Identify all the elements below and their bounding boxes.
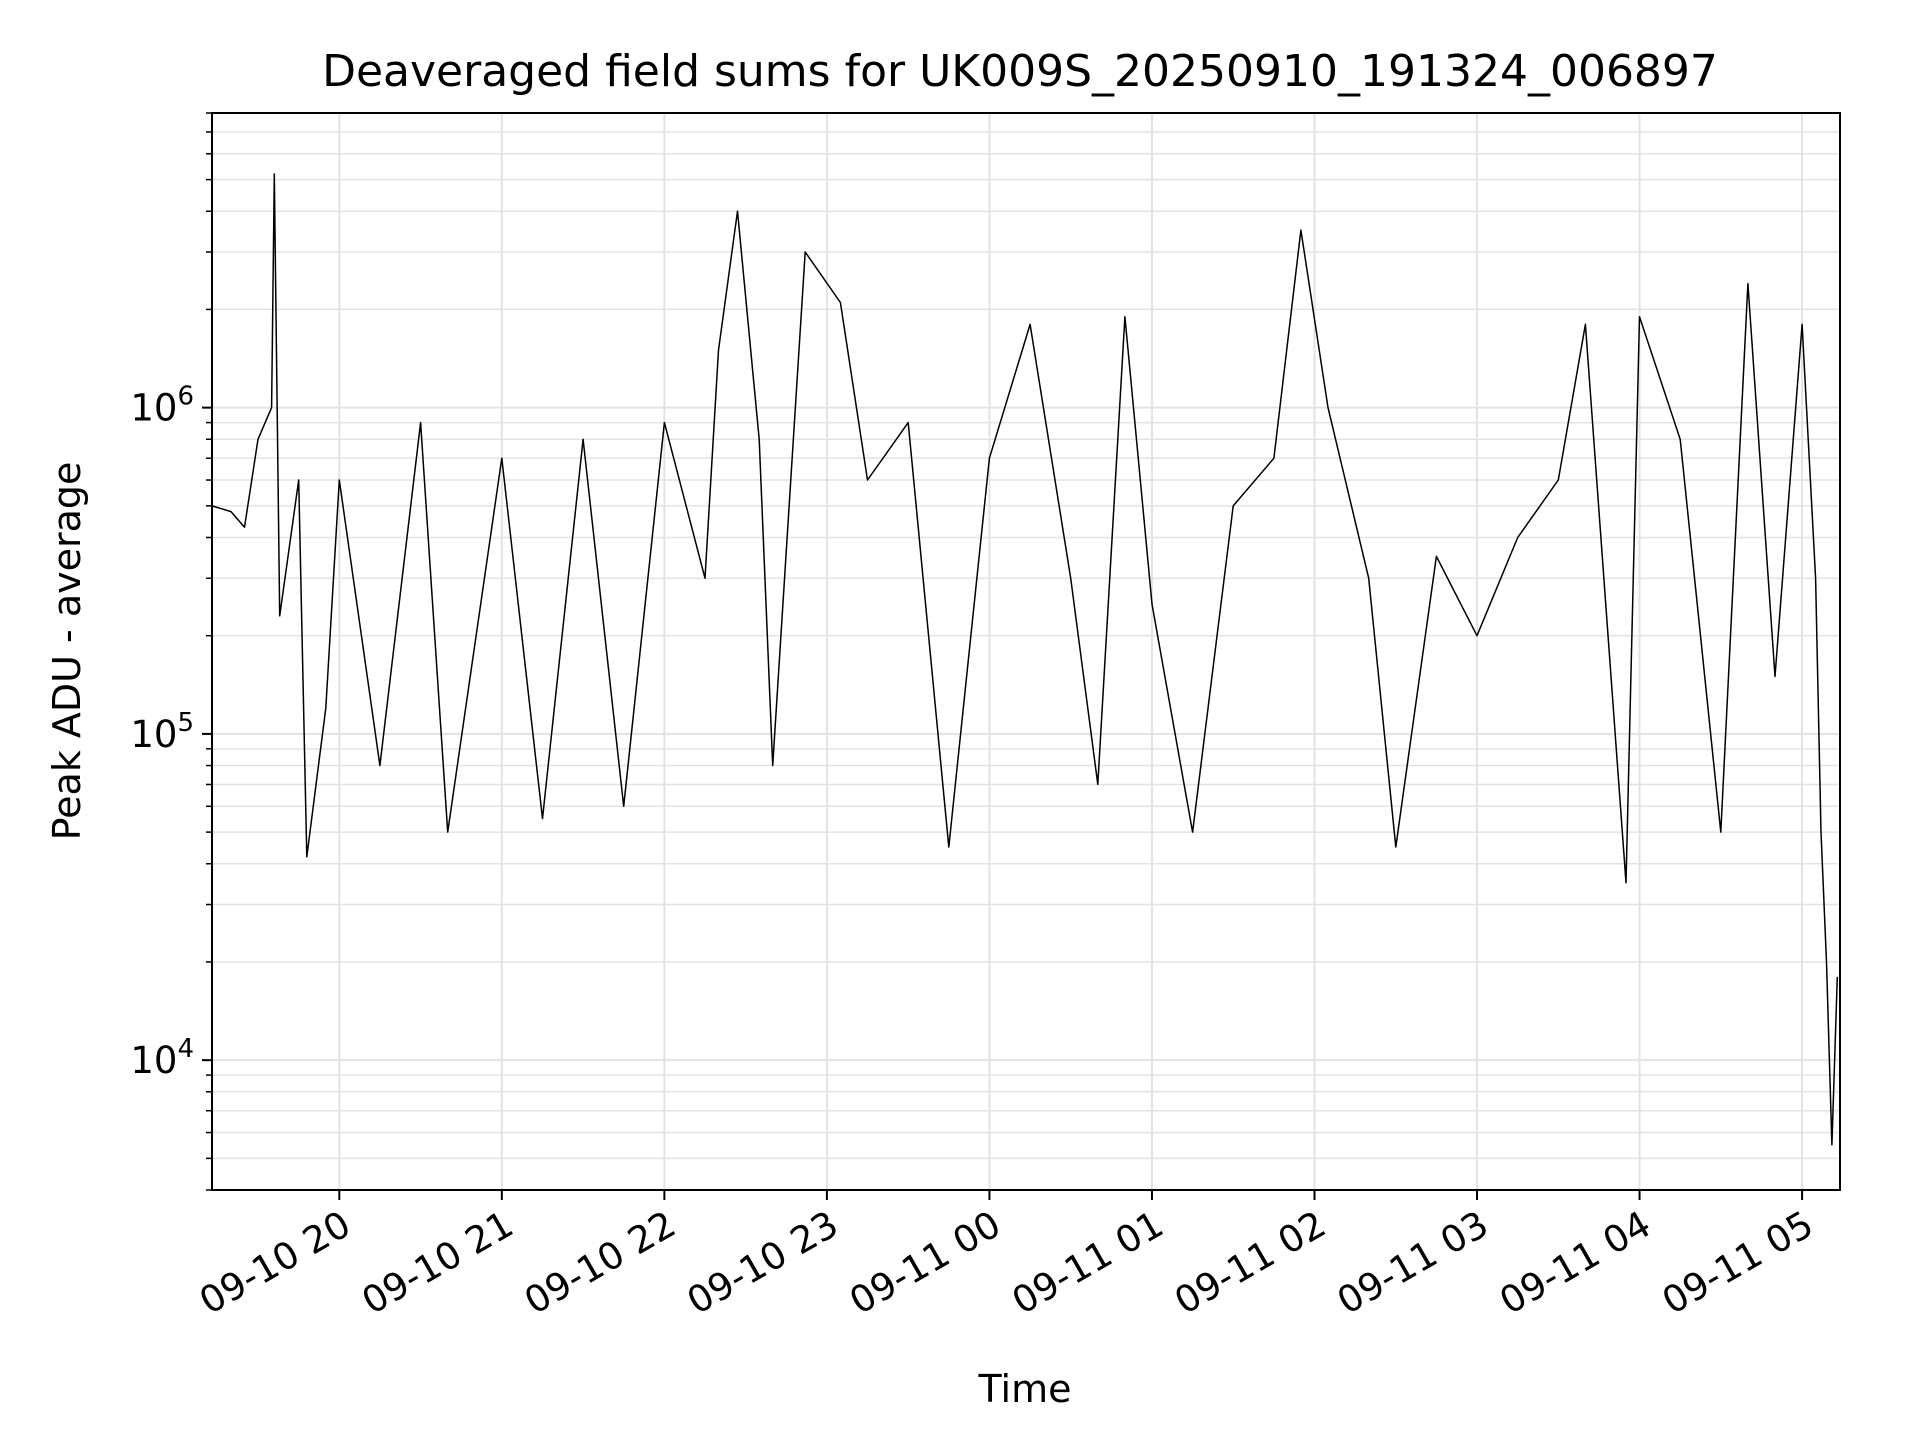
chart-title: Deaveraged field sums for UK009S_2025091… bbox=[322, 46, 1718, 97]
y-tick-label: 105 bbox=[130, 708, 194, 756]
x-tick-label: 09-11 01 bbox=[1005, 1203, 1171, 1323]
x-tick-label: 09-10 21 bbox=[355, 1203, 521, 1323]
x-tick-label: 09-11 03 bbox=[1330, 1203, 1496, 1323]
x-axis-label: Time bbox=[978, 1367, 1072, 1411]
grid bbox=[212, 112, 1840, 1191]
series-line bbox=[211, 173, 1839, 1146]
plot-frame bbox=[211, 112, 1841, 1191]
x-tick-label: 09-11 04 bbox=[1492, 1203, 1658, 1323]
series-peak-adu bbox=[211, 173, 1839, 1146]
y-axis-label: Peak ADU - average bbox=[45, 462, 89, 841]
y-tick-label: 104 bbox=[130, 1034, 194, 1082]
x-tick-label: 09-10 22 bbox=[517, 1203, 683, 1323]
x-tick-label: 09-10 20 bbox=[192, 1203, 358, 1323]
x-tick-label: 09-11 00 bbox=[842, 1203, 1008, 1323]
y-axis: 104 105 106 bbox=[130, 112, 212, 1191]
y-tick-label: 106 bbox=[130, 382, 194, 430]
x-tick-label: 09-10 23 bbox=[680, 1203, 846, 1323]
x-tick-label: 09-11 05 bbox=[1655, 1203, 1821, 1323]
x-tick-label: 09-11 02 bbox=[1167, 1203, 1333, 1323]
